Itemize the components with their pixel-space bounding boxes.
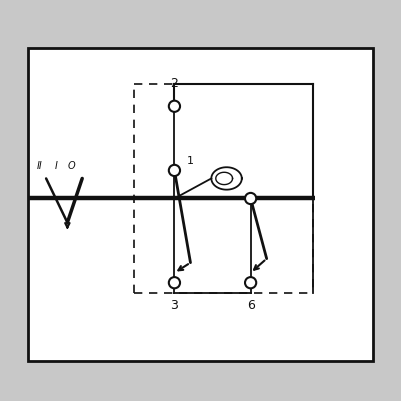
Text: O: O [67, 162, 75, 171]
Text: 1: 1 [186, 156, 193, 166]
Circle shape [245, 193, 256, 204]
Text: 6: 6 [247, 299, 255, 312]
Circle shape [169, 277, 180, 288]
Text: 3: 3 [170, 299, 178, 312]
Circle shape [245, 277, 256, 288]
Circle shape [169, 101, 180, 112]
Text: I: I [55, 162, 58, 171]
Text: II: II [37, 162, 43, 171]
Bar [28, 48, 373, 361]
Circle shape [169, 165, 180, 176]
Text: 2: 2 [170, 77, 178, 90]
